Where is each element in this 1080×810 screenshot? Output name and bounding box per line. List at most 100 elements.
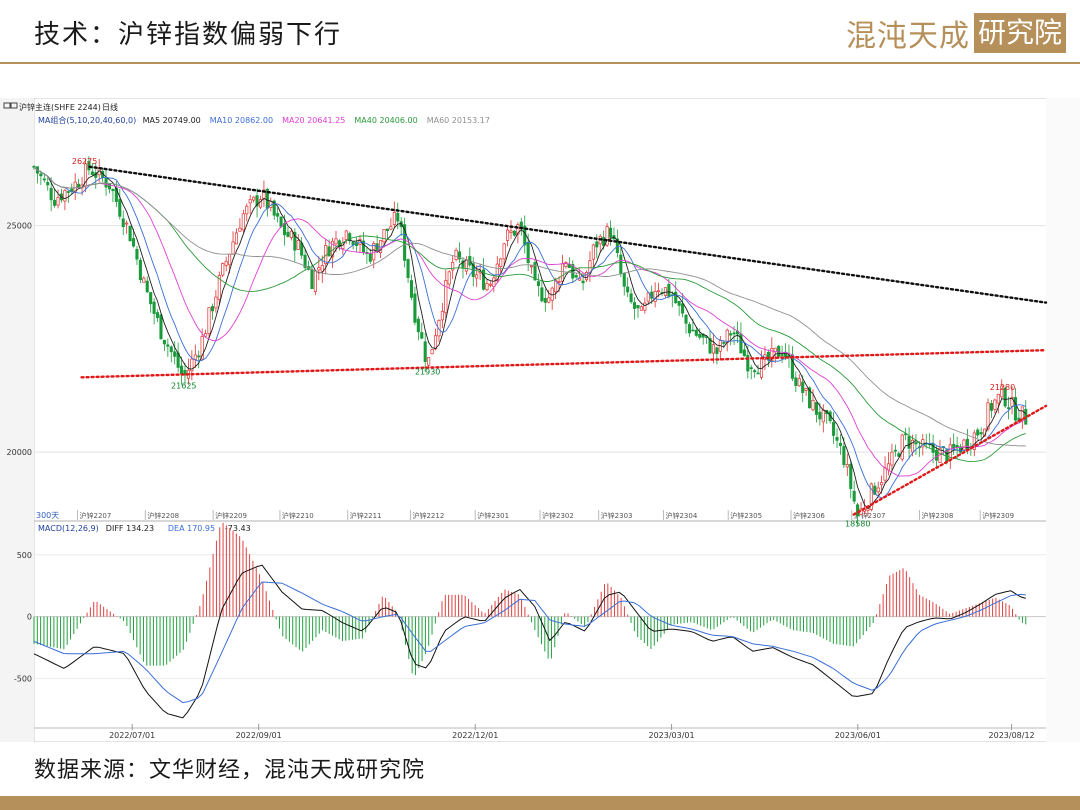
- candle-body: [63, 190, 67, 202]
- candle-body: [42, 178, 46, 181]
- candle-body: [173, 351, 177, 357]
- candle-body: [485, 283, 489, 291]
- candle-body: [53, 199, 57, 206]
- indicator-label: MACD(12,26,9): [38, 524, 99, 533]
- candle-body: [931, 443, 935, 453]
- candle-body: [289, 230, 293, 238]
- period-label[interactable]: 日线: [102, 102, 118, 112]
- contract-label: 沪锌2301: [477, 511, 509, 520]
- candle-body: [502, 243, 506, 260]
- candle-body: [296, 240, 300, 250]
- candle-body: [512, 230, 516, 236]
- candle-body: [749, 367, 753, 369]
- candle-body: [910, 439, 915, 453]
- candle-body: [876, 487, 880, 493]
- candle-body: [193, 354, 197, 360]
- candle-body: [348, 233, 352, 242]
- ma-line: [33, 166, 1026, 477]
- candle-body: [639, 306, 643, 311]
- candle-body: [900, 434, 904, 460]
- candle-body: [382, 228, 386, 243]
- price-annotation: 21280: [990, 383, 1015, 392]
- candle-body: [162, 339, 166, 345]
- candle-body: [392, 212, 396, 225]
- macd-indicator-line: MACD(12,26,9) DIFF 134.23 DEA 170.95 -73.43: [38, 524, 251, 533]
- candle-body: [454, 249, 458, 260]
- ma-line: [33, 166, 1026, 447]
- candle-body: [492, 277, 496, 287]
- indicator-value: DIFF 134.23: [106, 524, 154, 533]
- candle-body: [451, 261, 455, 271]
- indicator-value: DEA 170.95: [168, 524, 215, 533]
- candle-body: [602, 237, 606, 246]
- candle-body: [681, 303, 685, 314]
- candle-body: [252, 196, 256, 201]
- candle-body: [530, 265, 534, 268]
- trendlines: [80, 165, 1048, 516]
- candle-body: [842, 446, 846, 466]
- candle-body: [619, 254, 623, 274]
- candle-body: [711, 344, 716, 354]
- candle-body: [475, 274, 479, 279]
- candle-body: [241, 213, 245, 231]
- y-tick-label: 20000: [7, 448, 32, 457]
- candle-body: [56, 197, 60, 206]
- candle-body: [677, 301, 681, 306]
- candle-body: [832, 422, 836, 436]
- chart-frame: [33, 97, 1080, 743]
- candle-body: [423, 341, 427, 363]
- candle-body: [46, 182, 50, 186]
- candle-body: [409, 280, 414, 298]
- candle-body: [574, 275, 578, 278]
- candle-body: [293, 231, 297, 251]
- price-annotation: 21930: [415, 368, 440, 377]
- candle-body: [883, 467, 887, 481]
- candle-body: [811, 399, 815, 411]
- frame-icon[interactable]: [10, 102, 18, 109]
- candle-body: [375, 243, 379, 252]
- candle-body: [849, 463, 853, 489]
- candle-body: [536, 281, 541, 287]
- candle-body: [880, 482, 884, 486]
- candle-body: [90, 171, 94, 175]
- candle-body: [804, 388, 808, 391]
- candle-body: [77, 183, 81, 188]
- candle-body: [801, 381, 805, 393]
- indicator-label: MA组合(5,10,20,40,60,0): [38, 115, 136, 125]
- candle-body: [276, 213, 280, 217]
- candle-body: [138, 259, 142, 280]
- candle-body: [797, 378, 801, 387]
- ma-line: [33, 166, 1026, 463]
- y-tick-label: -500: [14, 675, 32, 684]
- candle-body: [605, 226, 609, 246]
- candle-body: [1000, 385, 1004, 398]
- date-label: 2022/09/01: [236, 731, 282, 740]
- candle-body: [190, 358, 194, 372]
- trendline: [852, 404, 1048, 516]
- candle-body: [955, 445, 959, 449]
- y-tick-label: 25000: [7, 222, 32, 231]
- candle-body: [516, 224, 520, 235]
- candle-body: [228, 253, 232, 266]
- candle-body: [506, 229, 510, 241]
- candle-body: [210, 306, 214, 312]
- candle-body: [234, 232, 239, 245]
- candle-body: [608, 227, 613, 238]
- macd-line: [33, 564, 1026, 719]
- indicator-value: MA5 20749.00: [143, 116, 201, 125]
- title-divider: [0, 62, 1080, 64]
- y-tick-label: 0: [27, 613, 32, 622]
- candle-body: [746, 354, 750, 372]
- candle-body: [303, 254, 307, 269]
- candle-body: [557, 280, 561, 283]
- footer-bar: [0, 796, 1080, 810]
- candle-body: [317, 267, 321, 271]
- contract-label: 沪锌2304: [665, 511, 697, 520]
- contract-label: 沪锌2208: [147, 511, 179, 520]
- candle-body: [780, 354, 784, 356]
- candle-body: [255, 195, 259, 207]
- candle-body: [245, 205, 249, 215]
- frame-icon[interactable]: [3, 102, 11, 109]
- candle-body: [722, 342, 726, 344]
- ma-indicator-line: MA组合(5,10,20,40,60,0) MA5 20749.00 MA10 20…: [38, 115, 490, 125]
